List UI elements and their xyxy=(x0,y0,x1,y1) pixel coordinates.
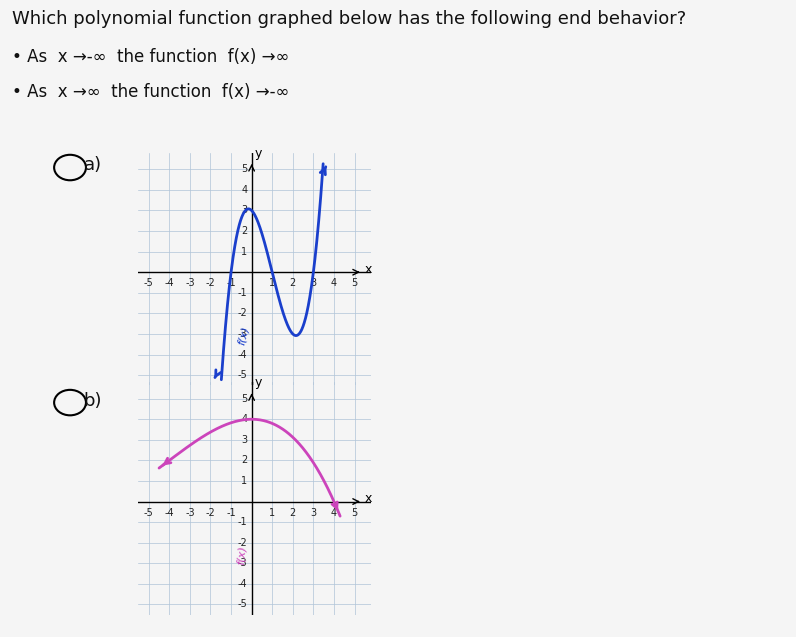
Text: -1: -1 xyxy=(226,508,236,518)
Text: y: y xyxy=(255,147,262,160)
Text: -3: -3 xyxy=(185,508,195,518)
Text: -5: -5 xyxy=(144,278,154,289)
Text: 1: 1 xyxy=(269,278,275,289)
Text: 4: 4 xyxy=(241,185,248,195)
Text: 4: 4 xyxy=(331,278,337,289)
Text: -2: -2 xyxy=(205,278,216,289)
Text: y: y xyxy=(255,376,262,389)
Text: 2: 2 xyxy=(241,455,248,466)
Text: f(x): f(x) xyxy=(236,325,251,347)
Text: -2: -2 xyxy=(205,508,216,518)
Text: -1: -1 xyxy=(226,278,236,289)
Text: -4: -4 xyxy=(238,579,248,589)
Text: -2: -2 xyxy=(238,538,248,548)
Text: 3: 3 xyxy=(241,435,248,445)
Text: -3: -3 xyxy=(238,329,248,339)
Text: -1: -1 xyxy=(238,288,248,297)
Text: -2: -2 xyxy=(238,308,248,318)
Text: x: x xyxy=(365,492,373,505)
Text: 5: 5 xyxy=(351,278,357,289)
Text: • As  x →∞  the function  f(x) →-∞: • As x →∞ the function f(x) →-∞ xyxy=(12,83,289,101)
Text: -4: -4 xyxy=(165,278,174,289)
Text: 4: 4 xyxy=(241,414,248,424)
Text: 4: 4 xyxy=(331,508,337,518)
Text: 1: 1 xyxy=(269,508,275,518)
Text: x: x xyxy=(365,262,373,276)
Text: b): b) xyxy=(84,392,102,410)
Text: -5: -5 xyxy=(238,599,248,610)
Text: -3: -3 xyxy=(185,278,195,289)
Text: -3: -3 xyxy=(238,558,248,568)
Text: 5: 5 xyxy=(241,394,248,404)
Text: 1: 1 xyxy=(241,476,248,486)
Text: -1: -1 xyxy=(238,517,248,527)
Text: Which polynomial function graphed below has the following end behavior?: Which polynomial function graphed below … xyxy=(12,10,686,27)
Text: 3: 3 xyxy=(310,278,317,289)
Text: -4: -4 xyxy=(165,508,174,518)
Text: -4: -4 xyxy=(238,350,248,359)
Text: 1: 1 xyxy=(241,247,248,257)
Text: -5: -5 xyxy=(238,370,248,380)
Text: 5: 5 xyxy=(351,508,357,518)
Text: f(x): f(x) xyxy=(236,545,248,565)
Text: 3: 3 xyxy=(241,206,248,215)
Text: a): a) xyxy=(84,156,102,174)
Text: 3: 3 xyxy=(310,508,317,518)
Text: • As  x →-∞  the function  f(x) →∞: • As x →-∞ the function f(x) →∞ xyxy=(12,48,289,66)
Text: 5: 5 xyxy=(241,164,248,175)
Text: 2: 2 xyxy=(290,278,296,289)
Text: 2: 2 xyxy=(290,508,296,518)
Text: -5: -5 xyxy=(144,508,154,518)
Text: 2: 2 xyxy=(241,226,248,236)
